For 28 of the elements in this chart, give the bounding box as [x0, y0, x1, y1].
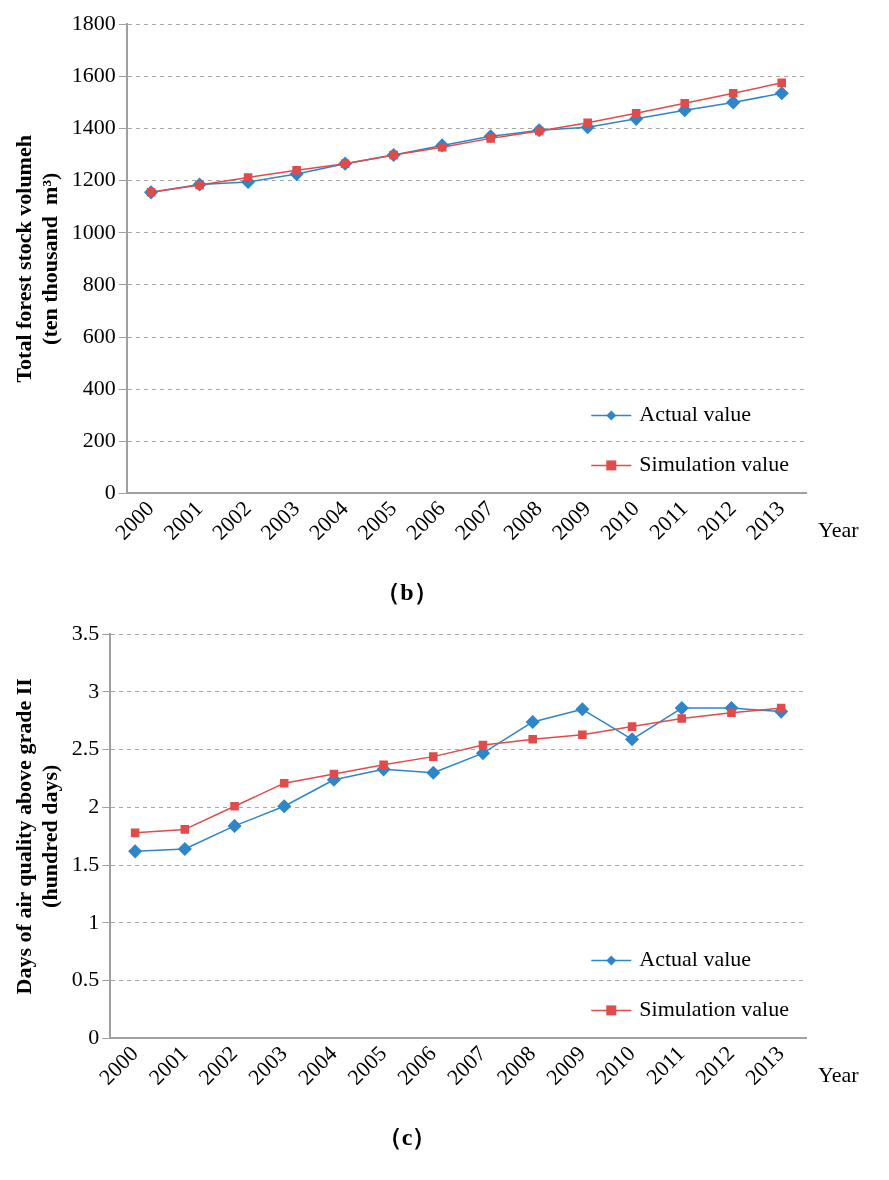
x-axis-title: Year — [818, 517, 860, 543]
y-tick-label: 800 — [82, 270, 116, 296]
y-tick-label: 0.5 — [71, 966, 100, 992]
y-axis-title: Days of air quality above grade II (hundred days) — [10, 678, 63, 995]
y-tick-label: 2 — [88, 793, 100, 819]
y-tick-label: 1000 — [71, 218, 116, 244]
y-tick-label: 1600 — [71, 62, 116, 88]
y-tick-label: 600 — [82, 322, 116, 348]
text: （b） — [376, 578, 438, 605]
y-tick-label: 1200 — [71, 166, 116, 192]
y-tick-label: 0 — [88, 1024, 100, 1050]
x-axis-title: Year — [818, 1062, 860, 1088]
y-tick-label: 1.5 — [71, 850, 100, 876]
legend-label: Simulation value — [639, 996, 789, 1022]
text: （c） — [377, 1123, 437, 1150]
y-tick-label: 0 — [104, 479, 116, 505]
y-tick-label: 3 — [88, 677, 100, 703]
y-tick-label: 1 — [88, 908, 100, 934]
y-tick-label: 1400 — [71, 114, 116, 140]
y-tick-label: 2.5 — [71, 735, 100, 761]
y-tick-label: 3.5 — [71, 619, 100, 645]
y-tick-label: 1800 — [71, 9, 116, 35]
y-tick-label: 200 — [82, 427, 116, 453]
legend-label: Actual value — [639, 946, 752, 972]
legend-label: Simulation value — [639, 451, 789, 477]
y-tick-label: 400 — [82, 374, 116, 400]
legend-label: Actual value — [639, 401, 752, 427]
y-axis-title: Total forest stock volumeh (ten thousand m³) — [10, 135, 63, 383]
